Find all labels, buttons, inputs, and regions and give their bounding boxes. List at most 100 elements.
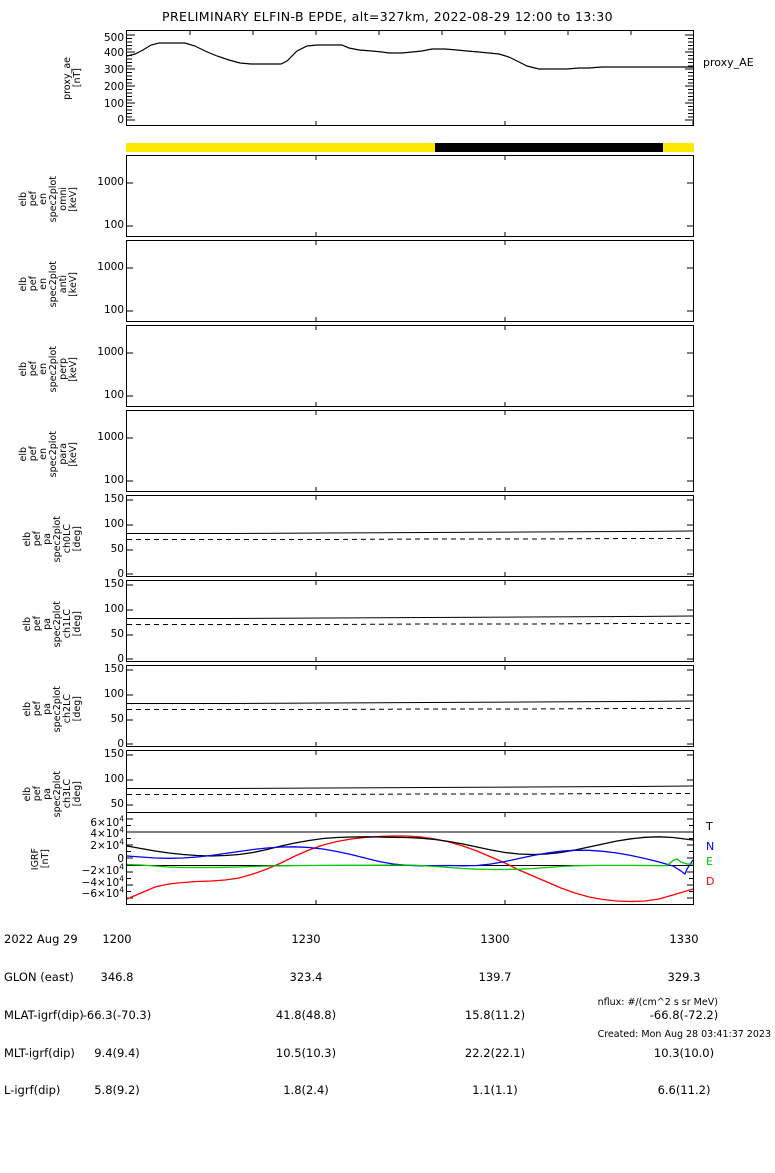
proxy-ae-ytick-400: 400 bbox=[103, 47, 124, 59]
axis-row-l-value-3: 6.6(11.2) bbox=[657, 1083, 711, 1098]
proxy-ae-left-ticks bbox=[127, 34, 135, 121]
pa-spec-ch3lc-ylabel-p5: [deg] bbox=[72, 781, 83, 807]
axis-row-glon-name: GLON (east) bbox=[4, 969, 74, 984]
pa-spec-ch0lc-ytick-0: 0 bbox=[117, 568, 124, 580]
proxy-ae-x-ticks bbox=[189, 31, 693, 125]
pa-spec-ch3lc-lc-line bbox=[127, 785, 693, 789]
axis-row-mlat-value-1: 41.8(48.8) bbox=[275, 1007, 337, 1022]
pa-spec-ch2lc-ytick-100: 100 bbox=[103, 688, 124, 700]
en-spec-omni-panel[interactable] bbox=[126, 155, 694, 237]
pa-spec-ch0lc-plot bbox=[127, 496, 693, 576]
pa-spec-ch0lc-ytick-50: 50 bbox=[110, 543, 124, 555]
pa-spec-ch1lc-ytick-100: 100 bbox=[103, 603, 124, 615]
en-spec-anti-ylabel: elb pef en spec2plot anti [keV] bbox=[16, 243, 82, 325]
pa-spec-ch1lc-ylabel-p5: [deg] bbox=[72, 611, 83, 637]
proxy-ae-ytick-300: 300 bbox=[103, 64, 124, 76]
igrf-left-ticks bbox=[127, 818, 133, 899]
igrf-x-ticks bbox=[315, 813, 506, 904]
igrf-legend-D: D bbox=[706, 875, 715, 888]
pa-spec-ch1lc-plot bbox=[127, 581, 693, 661]
en-spec-perp-ylabel: elb pef en spec2plot perp [keV] bbox=[16, 328, 82, 410]
status-bar-segment-yellow-2 bbox=[663, 143, 694, 152]
en-spec-anti-ytick-1000: 1000 bbox=[97, 261, 124, 273]
en-spec-anti-ytick-100: 100 bbox=[103, 304, 124, 316]
en-spec-omni-ytick-100: 100 bbox=[103, 219, 124, 231]
axis-row-glon-value-0: 346.8 bbox=[100, 969, 134, 984]
pa-spec-ch1lc-ytick-0: 0 bbox=[117, 653, 124, 665]
axis-row-glon: GLON (east) 346.8 323.4 139.7 329.3 bbox=[0, 971, 775, 984]
pa-spec-ch2lc-ylabel-p5: [deg] bbox=[72, 696, 83, 722]
en-spec-para-ytick-1000: 1000 bbox=[97, 431, 124, 443]
pa-spec-ch2lc-ytick-50: 50 bbox=[110, 713, 124, 725]
axis-row-mlat-value-0: -66.3(-70.3) bbox=[82, 1007, 152, 1022]
proxy-ae-ylabel-unit: [nT] bbox=[72, 68, 83, 88]
axis-row-mlat-value-2: 15.8(11.2) bbox=[464, 1007, 526, 1022]
igrf-ytick-neg2e4: −2×104 bbox=[81, 862, 124, 877]
en-spec-omni-plot bbox=[127, 156, 693, 236]
igrf-ytick-neg4e4: −4×104 bbox=[81, 874, 124, 889]
pa-spec-ch2lc-plot bbox=[127, 666, 693, 746]
igrf-plot bbox=[127, 813, 693, 904]
en-spec-para-ylabel-p5: [keV] bbox=[68, 441, 79, 467]
igrf-legend-N: N bbox=[706, 840, 715, 853]
pa-spec-ch0lc-antilc-line bbox=[127, 538, 693, 540]
proxy-ae-ytick-200: 200 bbox=[103, 81, 124, 93]
proxy-ae-right-ticks bbox=[685, 34, 693, 121]
pa-spec-ch3lc-antilc-line bbox=[127, 793, 693, 795]
igrf-trace-T bbox=[127, 836, 693, 857]
pa-spec-ch1lc-ytick-50: 50 bbox=[110, 628, 124, 640]
axis-row-glon-value-1: 323.4 bbox=[289, 969, 323, 984]
pa-spec-ch1lc-panel[interactable] bbox=[126, 580, 694, 662]
en-spec-para-ylabel: elb pef en spec2plot para [keV] bbox=[16, 413, 82, 495]
proxy-ae-right-label: proxy_AE bbox=[703, 56, 754, 69]
axis-row-time-name: 2022 Aug 29 bbox=[4, 932, 78, 947]
igrf-legend-E: E bbox=[706, 855, 713, 868]
en-spec-omni-ylabel: elb pef en spec2plot omni [keV] bbox=[16, 158, 82, 240]
pa-spec-ch1lc-antilc-line bbox=[127, 623, 693, 625]
axis-row-time-value-3: 1330 bbox=[669, 932, 699, 947]
pa-spec-ch2lc-antilc-line bbox=[127, 708, 693, 710]
en-spec-para-plot bbox=[127, 411, 693, 491]
en-spec-omni-ytick-1000: 1000 bbox=[97, 176, 124, 188]
status-bar-segment-yellow-1 bbox=[126, 143, 435, 152]
pa-spec-ch3lc-ytick-150: 150 bbox=[103, 748, 124, 760]
en-spec-perp-ytick-1000: 1000 bbox=[97, 346, 124, 358]
en-spec-para-panel[interactable] bbox=[126, 410, 694, 492]
pa-spec-ch0lc-ytick-100: 100 bbox=[103, 518, 124, 530]
proxy-ae-ytick-0: 0 bbox=[117, 114, 124, 126]
en-spec-perp-plot bbox=[127, 326, 693, 406]
pa-spec-ch3lc-ytick-100: 100 bbox=[103, 773, 124, 785]
proxy-ae-ytick-100: 100 bbox=[103, 98, 124, 110]
igrf-right-ticks bbox=[687, 818, 693, 899]
en-spec-anti-ylabel-p5: [keV] bbox=[68, 271, 79, 297]
axis-row-l-value-1: 1.8(2.4) bbox=[283, 1083, 329, 1098]
igrf-ytick-6e4: 6×104 bbox=[90, 814, 124, 829]
axis-row-glon-value-2: 139.7 bbox=[478, 969, 512, 984]
page-title: PRELIMINARY ELFIN-B EPDE, alt=327km, 202… bbox=[162, 9, 613, 24]
axis-row-glon-value-3: 329.3 bbox=[667, 969, 701, 984]
pa-spec-ch1lc-ytick-150: 150 bbox=[103, 578, 124, 590]
pa-spec-ch2lc-ytick-0: 0 bbox=[117, 738, 124, 750]
igrf-panel[interactable] bbox=[126, 812, 694, 905]
igrf-ytick-neg6e4: −6×104 bbox=[81, 885, 124, 900]
axis-row-l-value-2: 1.1(1.1) bbox=[472, 1083, 518, 1098]
igrf-trace-E bbox=[127, 858, 693, 871]
en-spec-perp-ytick-100: 100 bbox=[103, 389, 124, 401]
pa-spec-ch0lc-ylabel-p5: [deg] bbox=[72, 526, 83, 552]
pa-spec-ch3lc-ytick-50: 50 bbox=[110, 798, 124, 810]
proxy-ae-ytick-500: 500 bbox=[103, 32, 124, 44]
pa-spec-ch2lc-panel[interactable] bbox=[126, 665, 694, 747]
igrf-legend-T: T bbox=[706, 820, 713, 833]
pa-spec-ch0lc-panel[interactable] bbox=[126, 495, 694, 577]
footer-created: Created: Mon Aug 28 03:41:37 2023 bbox=[597, 1028, 771, 1040]
status-bar-segment-black bbox=[435, 143, 663, 152]
pa-spec-ch2lc-ytick-150: 150 bbox=[103, 663, 124, 675]
axis-row-l: L-igrf(dip) 5.8(9.2) 1.8(2.4) 1.1(1.1) 6… bbox=[0, 1084, 775, 1097]
en-spec-perp-panel[interactable] bbox=[126, 325, 694, 407]
en-spec-anti-plot bbox=[127, 241, 693, 321]
axis-row-mlt-value-2: 22.2(22.1) bbox=[464, 1045, 526, 1060]
axis-row-l-name: L-igrf(dip) bbox=[4, 1083, 61, 1098]
pa-spec-ch0lc-ylabel: elb pef pa spec2plot ch0LC [deg] bbox=[22, 498, 83, 580]
en-spec-anti-panel[interactable] bbox=[126, 240, 694, 322]
proxy-ae-panel[interactable] bbox=[126, 30, 694, 126]
